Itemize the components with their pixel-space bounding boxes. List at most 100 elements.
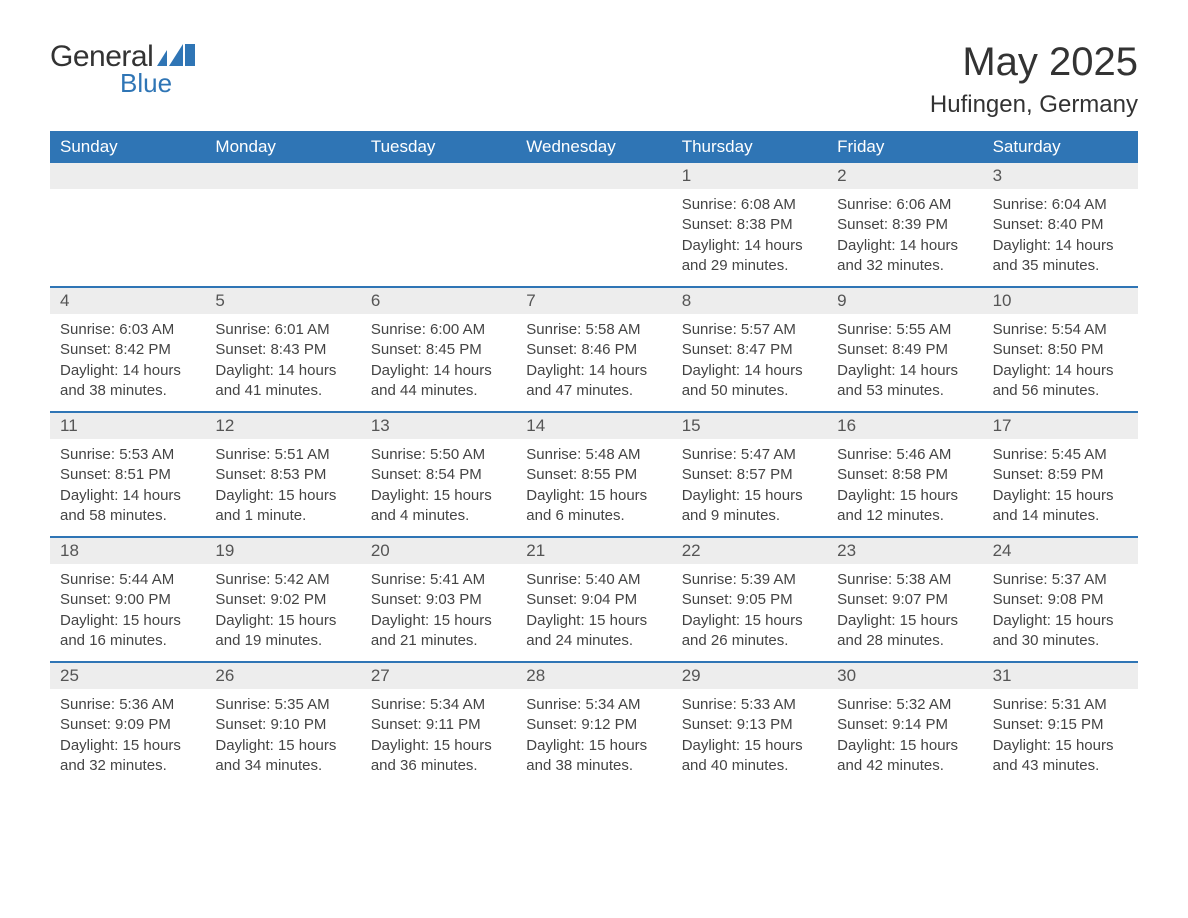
location-subtitle: Hufingen, Germany: [930, 91, 1138, 119]
brand-logo: General Blue: [50, 40, 197, 99]
daylight-text: Daylight: 14 hours and 56 minutes.: [993, 361, 1128, 402]
day-details: Sunrise: 5:31 AMSunset: 9:15 PMDaylight:…: [983, 689, 1138, 776]
sunset-text: Sunset: 9:03 PM: [371, 590, 506, 610]
day-number: 8: [672, 288, 827, 314]
day-details: Sunrise: 6:03 AMSunset: 8:42 PMDaylight:…: [50, 314, 205, 401]
sunrise-text: Sunrise: 5:55 AM: [837, 320, 972, 340]
calendar-day-cell: 30Sunrise: 5:32 AMSunset: 9:14 PMDayligh…: [827, 663, 982, 786]
sunset-text: Sunset: 9:10 PM: [215, 715, 350, 735]
calendar-day-cell: 23Sunrise: 5:38 AMSunset: 9:07 PMDayligh…: [827, 538, 982, 661]
day-number: 22: [672, 538, 827, 564]
calendar-day-cell: 4Sunrise: 6:03 AMSunset: 8:42 PMDaylight…: [50, 288, 205, 411]
day-details: Sunrise: 5:42 AMSunset: 9:02 PMDaylight:…: [205, 564, 360, 651]
sunrise-text: Sunrise: 6:03 AM: [60, 320, 195, 340]
calendar-day-cell: 10Sunrise: 5:54 AMSunset: 8:50 PMDayligh…: [983, 288, 1138, 411]
calendar-day-cell: 15Sunrise: 5:47 AMSunset: 8:57 PMDayligh…: [672, 413, 827, 536]
day-number: 7: [516, 288, 671, 314]
day-details: Sunrise: 5:45 AMSunset: 8:59 PMDaylight:…: [983, 439, 1138, 526]
sunrise-text: Sunrise: 6:08 AM: [682, 195, 817, 215]
calendar-day-cell: 29Sunrise: 5:33 AMSunset: 9:13 PMDayligh…: [672, 663, 827, 786]
sunset-text: Sunset: 8:47 PM: [682, 340, 817, 360]
daylight-text: Daylight: 15 hours and 19 minutes.: [215, 611, 350, 652]
day-number: [205, 163, 360, 189]
day-number: 18: [50, 538, 205, 564]
calendar-day-cell: 11Sunrise: 5:53 AMSunset: 8:51 PMDayligh…: [50, 413, 205, 536]
daylight-text: Daylight: 15 hours and 40 minutes.: [682, 736, 817, 777]
calendar-day-cell: 25Sunrise: 5:36 AMSunset: 9:09 PMDayligh…: [50, 663, 205, 786]
sunrise-text: Sunrise: 5:57 AM: [682, 320, 817, 340]
sunrise-text: Sunrise: 5:54 AM: [993, 320, 1128, 340]
sunrise-text: Sunrise: 5:36 AM: [60, 695, 195, 715]
sunrise-text: Sunrise: 5:58 AM: [526, 320, 661, 340]
day-number: 28: [516, 663, 671, 689]
day-details: Sunrise: 5:35 AMSunset: 9:10 PMDaylight:…: [205, 689, 360, 776]
calendar: Sunday Monday Tuesday Wednesday Thursday…: [50, 131, 1138, 786]
sunrise-text: Sunrise: 6:06 AM: [837, 195, 972, 215]
calendar-day-cell: 19Sunrise: 5:42 AMSunset: 9:02 PMDayligh…: [205, 538, 360, 661]
day-details: Sunrise: 5:37 AMSunset: 9:08 PMDaylight:…: [983, 564, 1138, 651]
day-details: Sunrise: 5:41 AMSunset: 9:03 PMDaylight:…: [361, 564, 516, 651]
day-details: Sunrise: 5:48 AMSunset: 8:55 PMDaylight:…: [516, 439, 671, 526]
calendar-week: 1Sunrise: 6:08 AMSunset: 8:38 PMDaylight…: [50, 163, 1138, 286]
flag-icon: [157, 44, 197, 71]
calendar-header-row: Sunday Monday Tuesday Wednesday Thursday…: [50, 131, 1138, 163]
day-number: 13: [361, 413, 516, 439]
day-number: 17: [983, 413, 1138, 439]
sunset-text: Sunset: 9:12 PM: [526, 715, 661, 735]
daylight-text: Daylight: 15 hours and 42 minutes.: [837, 736, 972, 777]
day-details: Sunrise: 6:04 AMSunset: 8:40 PMDaylight:…: [983, 189, 1138, 276]
day-number: 20: [361, 538, 516, 564]
calendar-day-cell: 1Sunrise: 6:08 AMSunset: 8:38 PMDaylight…: [672, 163, 827, 286]
sunrise-text: Sunrise: 5:34 AM: [526, 695, 661, 715]
sunset-text: Sunset: 8:45 PM: [371, 340, 506, 360]
calendar-day-cell: 13Sunrise: 5:50 AMSunset: 8:54 PMDayligh…: [361, 413, 516, 536]
day-details: Sunrise: 5:55 AMSunset: 8:49 PMDaylight:…: [827, 314, 982, 401]
sunrise-text: Sunrise: 5:46 AM: [837, 445, 972, 465]
sunset-text: Sunset: 9:14 PM: [837, 715, 972, 735]
daylight-text: Daylight: 15 hours and 34 minutes.: [215, 736, 350, 777]
daylight-text: Daylight: 14 hours and 29 minutes.: [682, 236, 817, 277]
sunrise-text: Sunrise: 5:34 AM: [371, 695, 506, 715]
sunset-text: Sunset: 8:54 PM: [371, 465, 506, 485]
daylight-text: Daylight: 14 hours and 53 minutes.: [837, 361, 972, 402]
daylight-text: Daylight: 15 hours and 4 minutes.: [371, 486, 506, 527]
brand-word2: Blue: [120, 68, 172, 99]
weekday-heading: Sunday: [50, 131, 205, 163]
calendar-day-cell: 18Sunrise: 5:44 AMSunset: 9:00 PMDayligh…: [50, 538, 205, 661]
weekday-heading: Saturday: [983, 131, 1138, 163]
daylight-text: Daylight: 15 hours and 38 minutes.: [526, 736, 661, 777]
calendar-week: 25Sunrise: 5:36 AMSunset: 9:09 PMDayligh…: [50, 661, 1138, 786]
day-details: Sunrise: 5:38 AMSunset: 9:07 PMDaylight:…: [827, 564, 982, 651]
calendar-day-cell: 9Sunrise: 5:55 AMSunset: 8:49 PMDaylight…: [827, 288, 982, 411]
daylight-text: Daylight: 15 hours and 26 minutes.: [682, 611, 817, 652]
sunset-text: Sunset: 9:08 PM: [993, 590, 1128, 610]
sunset-text: Sunset: 8:43 PM: [215, 340, 350, 360]
month-title: May 2025: [930, 40, 1138, 85]
sunrise-text: Sunrise: 5:39 AM: [682, 570, 817, 590]
day-details: Sunrise: 5:34 AMSunset: 9:11 PMDaylight:…: [361, 689, 516, 776]
sunrise-text: Sunrise: 6:01 AM: [215, 320, 350, 340]
sunrise-text: Sunrise: 5:53 AM: [60, 445, 195, 465]
day-number: 27: [361, 663, 516, 689]
day-number: 15: [672, 413, 827, 439]
calendar-day-cell: 6Sunrise: 6:00 AMSunset: 8:45 PMDaylight…: [361, 288, 516, 411]
day-number: 16: [827, 413, 982, 439]
day-number: 5: [205, 288, 360, 314]
day-number: 12: [205, 413, 360, 439]
day-number: [361, 163, 516, 189]
daylight-text: Daylight: 15 hours and 12 minutes.: [837, 486, 972, 527]
calendar-week: 11Sunrise: 5:53 AMSunset: 8:51 PMDayligh…: [50, 411, 1138, 536]
day-details: Sunrise: 5:40 AMSunset: 9:04 PMDaylight:…: [516, 564, 671, 651]
day-details: Sunrise: 5:50 AMSunset: 8:54 PMDaylight:…: [361, 439, 516, 526]
daylight-text: Daylight: 15 hours and 36 minutes.: [371, 736, 506, 777]
calendar-day-cell: 7Sunrise: 5:58 AMSunset: 8:46 PMDaylight…: [516, 288, 671, 411]
day-number: [516, 163, 671, 189]
calendar-body: 1Sunrise: 6:08 AMSunset: 8:38 PMDaylight…: [50, 163, 1138, 786]
sunrise-text: Sunrise: 5:48 AM: [526, 445, 661, 465]
sunset-text: Sunset: 8:53 PM: [215, 465, 350, 485]
sunset-text: Sunset: 8:50 PM: [993, 340, 1128, 360]
daylight-text: Daylight: 14 hours and 44 minutes.: [371, 361, 506, 402]
calendar-day-cell: [516, 163, 671, 286]
daylight-text: Daylight: 15 hours and 21 minutes.: [371, 611, 506, 652]
daylight-text: Daylight: 15 hours and 30 minutes.: [993, 611, 1128, 652]
